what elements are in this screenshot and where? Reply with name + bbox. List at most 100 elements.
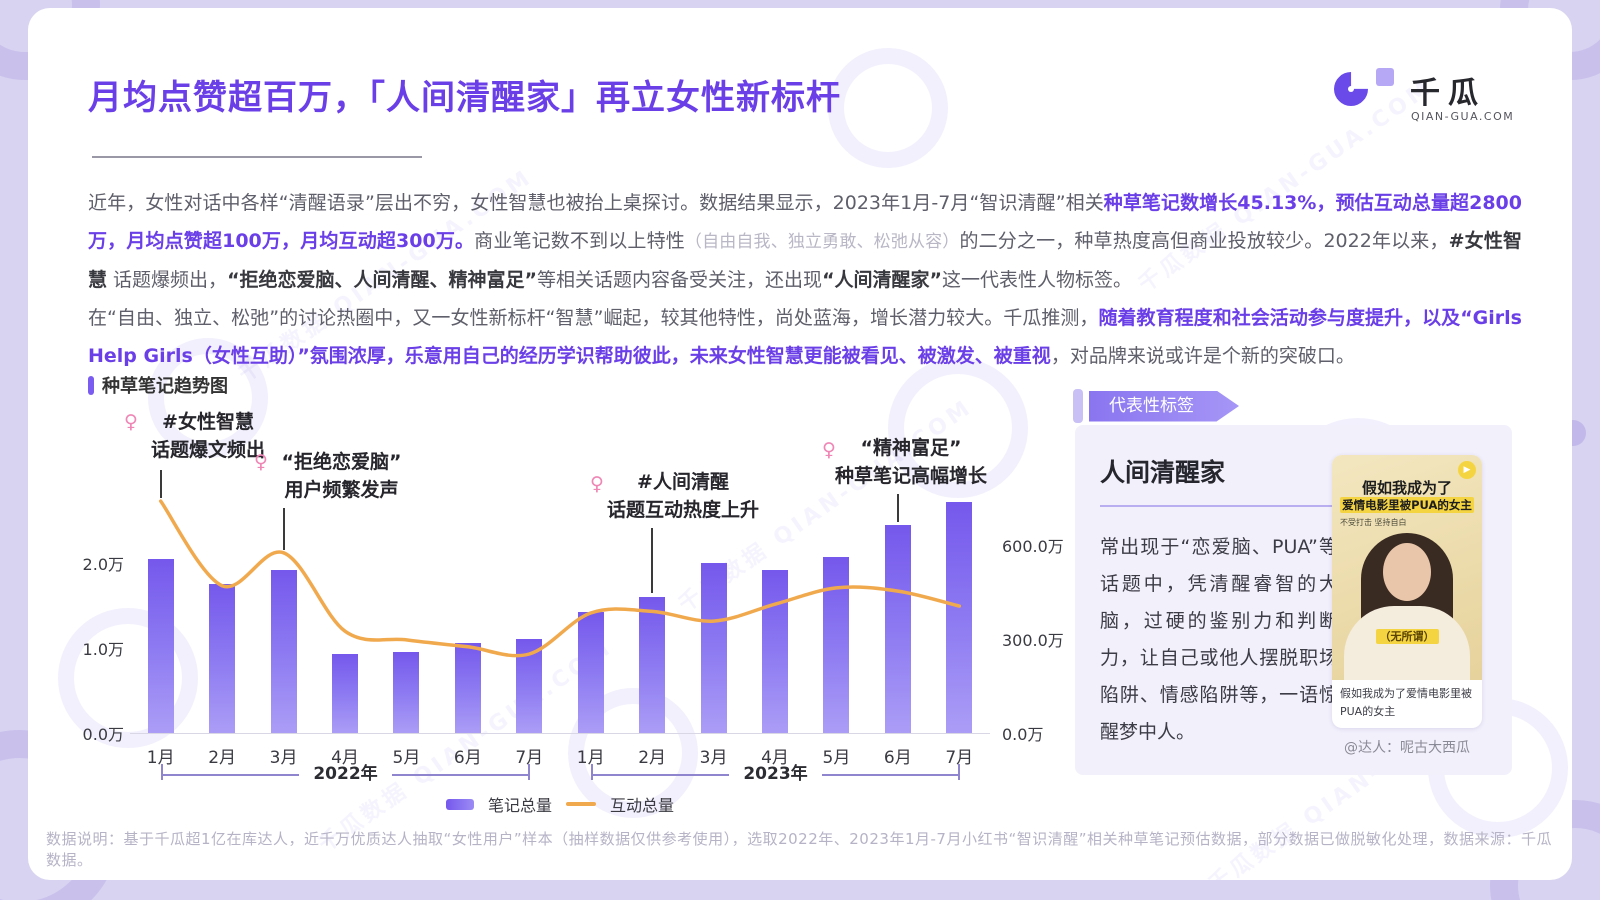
bracket-tick	[528, 764, 531, 780]
bracket-tick	[591, 764, 593, 780]
bar-7月-2023	[946, 502, 973, 733]
text-segment: 等相关话题内容备受关注，还出现	[537, 269, 823, 291]
representative-tag-badge: 代表性标签	[1073, 389, 1239, 423]
plot-area	[130, 398, 990, 733]
intro-paragraph-1: 近年，女性对话中各样“清醒语录”层出不穷，女性智慧也被抬上桌探讨。数据结果显示，…	[88, 184, 1522, 299]
text-segment: ，对品牌来说或许是个新的突破口。	[1050, 345, 1355, 367]
thumb-headline-1: 假如我成为了	[1361, 479, 1452, 497]
annotation-line2: 话题爆文频出	[150, 439, 265, 461]
bold-segment: “拒绝恋爱脑、人间清醒、精神富足”	[227, 269, 538, 291]
note-thumbnail-image: ▶ 假如我成为了 爱情电影里被PUA的女主 不受打击 坚持自白 （无所谓）	[1332, 455, 1482, 680]
text-segment: 话题爆频出，	[107, 269, 228, 291]
female-icon: ♀	[822, 439, 836, 461]
annotation-jingshenfuzu: ♀ “精神富足” 种草笔记高幅增长	[796, 434, 1026, 490]
annotation-connector	[651, 528, 653, 593]
person-face-shape	[1383, 543, 1431, 601]
annotation-line2: 种草笔记高幅增长	[834, 465, 987, 487]
logo-domain: QIAN-GUA.COM	[1411, 110, 1515, 123]
year-bracket-2022: 2022年	[161, 764, 531, 784]
logo-name: 千瓜	[1410, 76, 1486, 111]
text-segment: 的二分之一，种草热度高但商业投放较少。2022年以来，	[959, 230, 1449, 252]
chart-title: 种草笔记趋势图	[102, 376, 228, 397]
right-axis-tick: 300.0万	[1002, 631, 1064, 650]
left-axis-tick: 0.0万	[82, 725, 124, 744]
label-accent-bar	[88, 375, 94, 395]
month-label: 3月	[699, 748, 728, 768]
right-axis-tick: 600.0万	[1002, 537, 1064, 556]
bracket-line	[391, 774, 529, 776]
left-axis-tick: 2.0万	[82, 555, 124, 574]
card-description: 常出现于“恋爱脑、PUA”等话题中，凭清醒睿智的大脑，过硬的鉴别力和判断力，让自…	[1100, 536, 1338, 743]
month-label: 4月	[331, 748, 359, 768]
play-icon: ▶	[1458, 461, 1476, 479]
month-label: 1月	[146, 748, 175, 768]
bar-4月-2023	[762, 570, 788, 733]
female-icon: ♀	[254, 451, 268, 473]
female-icon: ♀	[590, 473, 604, 495]
intro-text: 近年，女性对话中各样“清醒语录”层出不穷，女性智慧也被抬上桌探讨。数据结果显示，…	[88, 184, 1522, 375]
title-underline	[92, 156, 422, 158]
badge-accent-bar	[1073, 389, 1083, 423]
thumb-headline-2-text: 爱情电影里被PUA的女主	[1340, 497, 1474, 513]
bar-4月-2022	[332, 654, 358, 733]
author-handle: @达人：呢古大西瓜	[1344, 740, 1470, 756]
bold-segment: #女性智慧	[88, 230, 1523, 291]
annotation-line1: #人间清醒	[637, 471, 729, 493]
page-title: 月均点赞超百万，「人间清醒家」再立女性新标杆	[88, 78, 841, 118]
year-label: 2023年	[743, 764, 808, 784]
annotation-renjianqingxing: ♀ #人间清醒 话题互动热度上升	[568, 468, 798, 524]
card-title-underline	[1100, 505, 1332, 507]
thumb-headline-2: 爱情电影里被PUA的女主	[1332, 497, 1482, 513]
text-segment: 这一代表性人物标签。	[942, 269, 1133, 291]
right-axis-tick: 0.0万	[1002, 725, 1044, 744]
annotation-line2: 话题互动热度上升	[606, 499, 759, 521]
month-label: 1月	[576, 748, 605, 768]
note-caption: 假如我成为了爱情电影里被PUA的女主	[1340, 687, 1472, 718]
thumb-subtext: 不受打击 坚持自白	[1340, 518, 1407, 527]
logo-square-icon	[1376, 68, 1394, 86]
month-label: 4月	[761, 748, 789, 768]
bracket-tick	[161, 764, 163, 780]
month-label: 6月	[883, 748, 912, 768]
annotation-line1: “精神富足”	[860, 437, 962, 459]
month-label: 5月	[822, 748, 851, 768]
logo-ring-icon	[1326, 64, 1376, 114]
bar-2月-2023	[639, 597, 666, 733]
month-label: 5月	[392, 748, 421, 768]
month-label: 7月	[515, 748, 544, 768]
month-label: 2月	[208, 748, 237, 768]
annotation-julian-lianaonao: ♀ “拒绝恋爱脑” 用户频繁发声	[254, 448, 429, 504]
chart-section-label: 种草笔记趋势图	[88, 372, 228, 398]
annotation-line1: #女性智慧	[162, 411, 254, 433]
bar-1月-2022	[147, 559, 174, 733]
bar-6月-2023	[884, 525, 911, 733]
line-legend-chip	[566, 802, 596, 806]
text-segment: 在“自由、独立、松弛”的讨论热圈中，又一女性新标杆“智慧”崛起，较其他特性，尚处…	[88, 307, 1099, 329]
bold-segment: “人间清醒家”	[822, 269, 943, 291]
month-label: 3月	[269, 748, 298, 768]
bracket-line	[821, 774, 959, 776]
annotation-connector	[897, 494, 899, 522]
data-disclaimer: 数据说明：基于千瓜超1亿在库达人，近千万优质达人抽取“女性用户”样本（抽样数据仅…	[46, 830, 1552, 869]
bracket-tick	[958, 764, 961, 780]
bracket-line	[163, 774, 300, 776]
annotation-nvxingzhihui: ♀ #女性智慧 话题爆文频出	[124, 408, 288, 464]
qiangua-logo: 千瓜 QIAN-GUA.COM	[1326, 64, 1544, 142]
bar-5月-2022	[393, 652, 420, 733]
annotation-line1: “拒绝恋爱脑”	[281, 451, 402, 473]
chart-legend: 笔记总量 互动总量	[130, 792, 990, 816]
annotation-line2: 用户频繁发声	[284, 479, 399, 501]
left-axis-tick: 1.0万	[82, 640, 124, 659]
card-title: 人间清醒家	[1100, 458, 1226, 487]
month-label: 7月	[945, 748, 974, 768]
thumb-subtitle-text: （无所谓）	[1375, 629, 1439, 644]
year-label: 2022年	[313, 764, 378, 784]
x-axis-line	[130, 733, 990, 734]
bar-2月-2022	[209, 584, 236, 733]
annotation-connector	[160, 470, 162, 498]
representative-tag-card: 人间清醒家 常出现于“恋爱脑、PUA”等话题中，凭清醒睿智的大脑，过硬的鉴别力和…	[1075, 425, 1512, 775]
slide-card: 千瓜数据 QIAN-GUA.COM 千瓜数据 QIAN-GUA.COM 千瓜数据…	[28, 8, 1572, 880]
female-icon: ♀	[124, 411, 138, 433]
month-label: 2月	[638, 748, 667, 768]
